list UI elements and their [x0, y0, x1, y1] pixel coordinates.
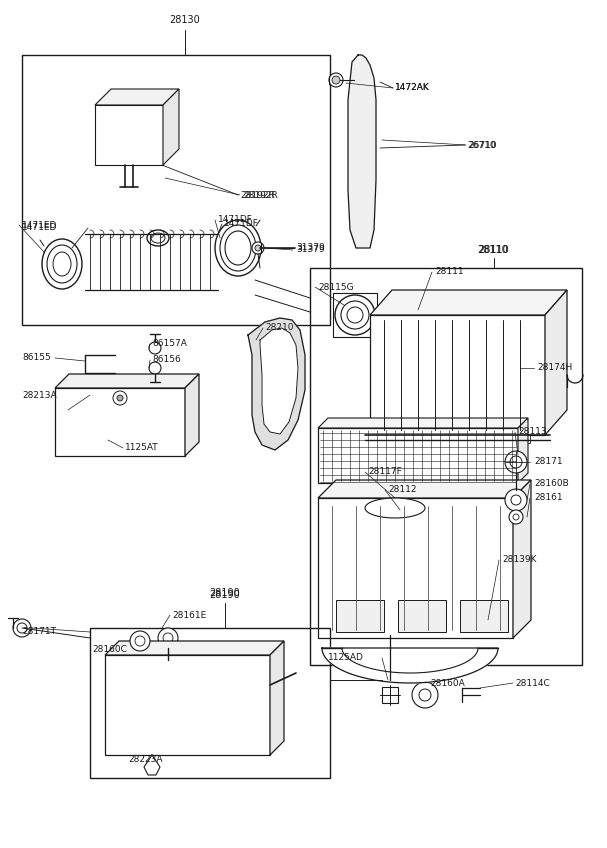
Circle shape	[130, 631, 150, 651]
Polygon shape	[322, 648, 498, 683]
Circle shape	[509, 510, 523, 524]
Ellipse shape	[326, 487, 394, 509]
Circle shape	[113, 391, 127, 405]
Ellipse shape	[215, 220, 261, 276]
Polygon shape	[270, 641, 284, 755]
Text: 28171T: 28171T	[22, 628, 56, 637]
Text: 28139K: 28139K	[502, 555, 537, 565]
Text: 28174H: 28174H	[537, 364, 572, 372]
Polygon shape	[185, 374, 199, 456]
Polygon shape	[318, 480, 531, 498]
Circle shape	[255, 245, 261, 251]
Polygon shape	[260, 328, 298, 434]
Bar	[333, 293, 377, 337]
Text: 1471DF: 1471DF	[218, 215, 253, 225]
Bar	[385, 435, 395, 443]
Polygon shape	[318, 498, 513, 638]
Polygon shape	[518, 418, 528, 483]
Polygon shape	[370, 290, 567, 315]
Text: 28171: 28171	[534, 458, 563, 466]
Ellipse shape	[365, 498, 425, 518]
Polygon shape	[55, 388, 185, 456]
Polygon shape	[163, 89, 179, 165]
Circle shape	[252, 242, 264, 254]
Circle shape	[505, 489, 527, 511]
Text: 28192R: 28192R	[243, 191, 278, 199]
Polygon shape	[105, 641, 284, 655]
Text: 28114C: 28114C	[515, 678, 550, 688]
Text: 28112: 28112	[388, 486, 416, 494]
Text: 28160B: 28160B	[534, 479, 569, 488]
Polygon shape	[348, 55, 376, 248]
Text: 28192R: 28192R	[240, 191, 275, 199]
Text: 1125AT: 1125AT	[125, 444, 158, 453]
Circle shape	[158, 628, 178, 648]
Polygon shape	[370, 315, 545, 435]
Polygon shape	[545, 290, 567, 435]
Polygon shape	[95, 105, 163, 165]
Text: 1471DF: 1471DF	[224, 220, 259, 228]
Bar	[520, 435, 530, 443]
Text: 28117F: 28117F	[368, 467, 402, 477]
Text: 28210: 28210	[265, 323, 294, 332]
Text: 28223A: 28223A	[128, 756, 163, 765]
Circle shape	[329, 73, 343, 87]
Text: 31379: 31379	[296, 246, 325, 254]
Ellipse shape	[42, 239, 82, 289]
Text: 28160A: 28160A	[430, 678, 465, 688]
Polygon shape	[318, 418, 528, 428]
Circle shape	[13, 619, 31, 637]
Circle shape	[117, 395, 123, 401]
Text: 31379: 31379	[296, 243, 325, 253]
Text: 86155: 86155	[22, 354, 51, 362]
Circle shape	[335, 295, 375, 335]
Circle shape	[332, 76, 340, 84]
Circle shape	[505, 451, 527, 473]
Polygon shape	[95, 89, 179, 105]
Text: 28110: 28110	[478, 245, 509, 255]
Bar	[460, 600, 508, 632]
Bar	[382, 687, 398, 703]
Text: 86156: 86156	[152, 355, 181, 365]
Ellipse shape	[147, 230, 169, 246]
Text: 1472AK: 1472AK	[395, 83, 430, 92]
Text: 28130: 28130	[169, 15, 200, 25]
Text: 1471ED: 1471ED	[22, 224, 58, 232]
Text: 28113: 28113	[518, 427, 547, 437]
Text: 28110: 28110	[479, 245, 509, 255]
Text: 1472AK: 1472AK	[395, 83, 430, 92]
Text: 86157A: 86157A	[152, 339, 187, 349]
Polygon shape	[55, 374, 199, 388]
Text: 28115G: 28115G	[318, 282, 354, 292]
Text: 28190: 28190	[209, 588, 240, 598]
Text: 1125AD: 1125AD	[328, 654, 364, 662]
Bar	[90, 628, 330, 778]
Text: 28161E: 28161E	[172, 611, 206, 620]
Polygon shape	[248, 318, 305, 450]
Circle shape	[149, 362, 161, 374]
Circle shape	[412, 682, 438, 708]
Polygon shape	[105, 655, 270, 755]
Text: 26710: 26710	[467, 141, 496, 149]
Text: 1471ED: 1471ED	[22, 220, 58, 230]
Text: 26710: 26710	[468, 141, 497, 149]
Bar	[310, 268, 582, 665]
Circle shape	[149, 342, 161, 354]
Text: 28213A: 28213A	[22, 390, 56, 399]
Bar	[336, 600, 384, 632]
Polygon shape	[513, 480, 531, 638]
Text: 28190: 28190	[209, 590, 240, 600]
Bar	[318, 428, 518, 483]
Text: 28161: 28161	[534, 494, 563, 503]
Text: 28111: 28111	[435, 267, 464, 276]
Text: 28160C: 28160C	[92, 645, 127, 655]
Bar	[398, 600, 446, 632]
Bar	[22, 55, 330, 325]
